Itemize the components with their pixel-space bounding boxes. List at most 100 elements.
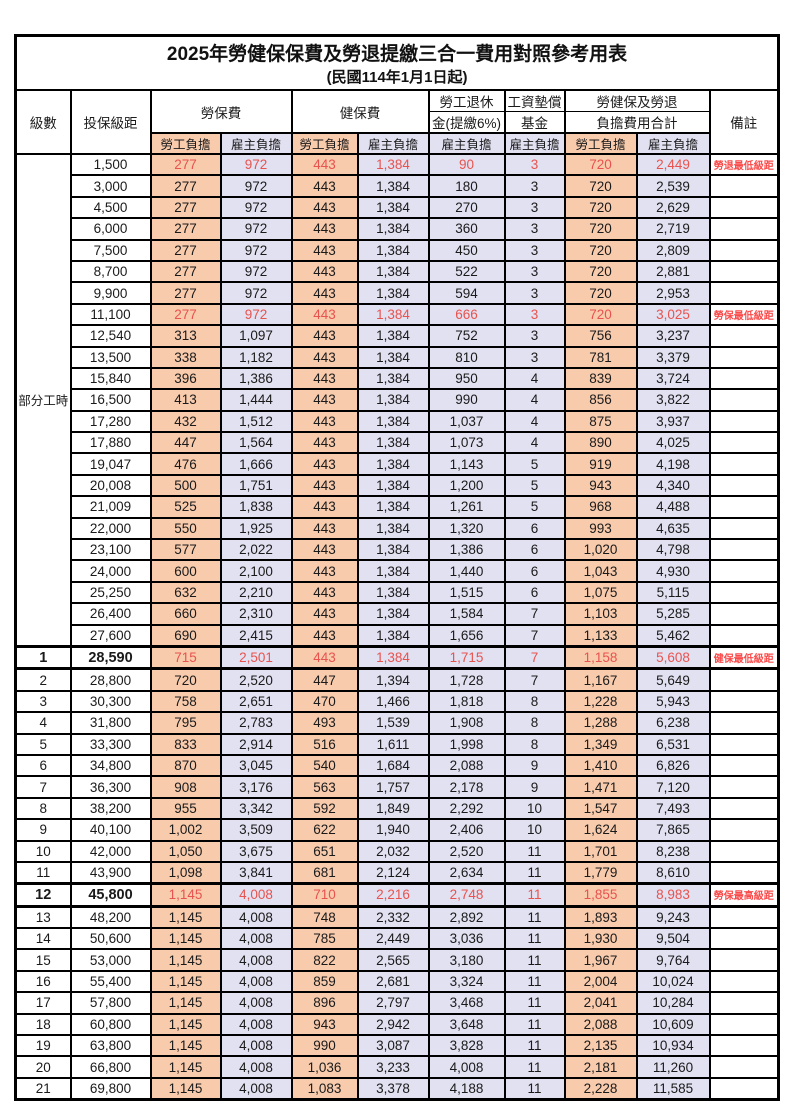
fee-cell: 1,145 [149, 1012, 222, 1037]
bracket-cell: 43,900 [69, 860, 152, 885]
remark-cell [708, 259, 780, 284]
fee-cell: 993 [563, 516, 638, 541]
fee-cell: 277 [149, 217, 222, 241]
fee-cell: 1,384 [356, 495, 430, 519]
fee-cell: 822 [290, 948, 359, 972]
level-cell: 17 [14, 991, 72, 1015]
fee-cell: 11 [503, 1012, 566, 1037]
remark-cell [708, 667, 780, 692]
fee-cell: 277 [149, 152, 222, 177]
fee-cell: 1,384 [356, 623, 430, 648]
fee-cell: 2,100 [219, 559, 293, 583]
fee-cell: 1,384 [356, 388, 430, 412]
table-row: 11,100 277 972 443 1,384 666 3 720 3,025 勞保最低級距 [16, 302, 780, 327]
fee-cell: 2,088 [427, 753, 506, 778]
fee-cell: 1,288 [563, 711, 638, 735]
fee-cell: 1,384 [356, 174, 430, 198]
fee-cell: 875 [563, 409, 638, 434]
fee-cell: 632 [149, 580, 222, 605]
remark-cell [708, 345, 780, 369]
bracket-cell: 36,300 [69, 775, 152, 799]
level-cell: 11 [14, 860, 72, 885]
fee-cell: 6,531 [635, 732, 711, 756]
fee-cell: 1,145 [149, 991, 222, 1015]
fee-cell: 1,020 [563, 538, 638, 562]
fee-cell: 720 [563, 238, 638, 262]
remark-cell [708, 839, 780, 863]
fee-cell: 5 [503, 473, 566, 498]
fee-cell: 522 [427, 259, 506, 284]
table-row: 9,900 277 972 443 1,384 594 3 720 2,953 [16, 281, 780, 305]
fee-cell: 11 [503, 905, 566, 930]
table-title: 2025年勞健保保費及勞退提繳三合一費用對照參考用表 [166, 44, 628, 65]
table-row: 22,000 550 1,925 443 1,384 1,320 6 993 4,635 [16, 516, 780, 541]
fee-cell: 9 [503, 753, 566, 778]
col-header-total-line1: 勞健保及勞退 [563, 89, 711, 112]
fee-cell: 1,410 [563, 753, 638, 778]
fee-cell: 4 [503, 431, 566, 455]
table-row: 4,500 277 972 443 1,384 270 3 720 2,629 [16, 195, 780, 220]
fee-cell: 6,238 [635, 711, 711, 735]
fee-cell: 1,998 [427, 732, 506, 756]
table-row: 26,400 660 2,310 443 1,384 1,584 7 1,103 5,285 [16, 602, 780, 626]
remark-cell [708, 452, 780, 476]
col-header-labor-insurance: 勞保費 [149, 89, 293, 134]
fee-cell: 4,188 [427, 1076, 506, 1101]
fee-cell: 443 [290, 452, 359, 476]
fee-cell: 4,008 [219, 969, 293, 994]
remark-cell [708, 473, 780, 498]
fee-cell: 896 [290, 991, 359, 1015]
table-row: 14 50,600 1,145 4,008 785 2,449 3,036 11 1,930 9,… [14, 927, 780, 951]
table-row: 25,250 632 2,210 443 1,384 1,515 6 1,075 5,115 [16, 580, 780, 605]
fee-cell: 2,681 [356, 969, 430, 994]
remark-cell [708, 711, 780, 735]
bracket-cell: 57,800 [69, 991, 152, 1015]
remark-cell [708, 195, 780, 220]
table-row: 11 43,900 1,098 3,841 681 2,124 2,634 11 1,779 8,… [14, 860, 780, 885]
remark-cell [708, 238, 780, 262]
fee-cell: 5,462 [635, 623, 711, 648]
level-cell: 7 [14, 775, 72, 799]
fee-cell: 443 [290, 409, 359, 434]
fee-cell: 516 [290, 732, 359, 756]
fee-cell: 3,468 [427, 991, 506, 1015]
bracket-cell: 60,800 [69, 1012, 152, 1037]
fee-cell: 1,320 [427, 516, 506, 541]
fee-cell: 1,349 [563, 732, 638, 756]
fee-cell: 10 [503, 818, 566, 842]
fee-cell: 1,384 [356, 559, 430, 583]
fee-cell: 3,025 [635, 302, 711, 327]
fee-cell: 2,135 [563, 1033, 638, 1058]
fee-cell: 443 [290, 174, 359, 198]
fee-cell: 3 [503, 195, 566, 220]
fee-cell: 443 [290, 559, 359, 583]
fee-cell: 443 [290, 281, 359, 305]
remark-cell [708, 775, 780, 799]
table-row: 2 28,800 720 2,520 447 1,394 1,728 7 1,167 5,649 [14, 667, 780, 692]
fee-cell: 9,243 [635, 905, 711, 930]
bracket-cell: 20,008 [69, 473, 152, 498]
fee-cell: 2,942 [356, 1012, 430, 1037]
level-cell: 5 [14, 732, 72, 756]
fee-cell: 9,764 [635, 948, 711, 972]
bracket-cell: 34,800 [69, 753, 152, 778]
fee-cell: 1,103 [563, 602, 638, 626]
fee-cell: 758 [149, 689, 222, 714]
bracket-cell: 22,000 [69, 516, 152, 541]
fee-cell: 1,386 [427, 538, 506, 562]
fee-cell: 3 [503, 324, 566, 348]
fee-cell: 1,384 [356, 366, 430, 391]
level-cell: 15 [14, 948, 72, 972]
fee-cell: 622 [290, 818, 359, 842]
fee-cell: 972 [219, 302, 293, 327]
fee-cell: 1,539 [356, 711, 430, 735]
fee-cell: 2,634 [427, 860, 506, 885]
remark-cell [708, 174, 780, 198]
fee-cell: 8 [503, 711, 566, 735]
fee-cell: 396 [149, 366, 222, 391]
fee-cell: 1,656 [427, 623, 506, 648]
fee-cell: 4 [503, 388, 566, 412]
fee-cell: 3 [503, 302, 566, 327]
fee-cell: 3,087 [356, 1033, 430, 1058]
fee-cell: 1,002 [149, 818, 222, 842]
